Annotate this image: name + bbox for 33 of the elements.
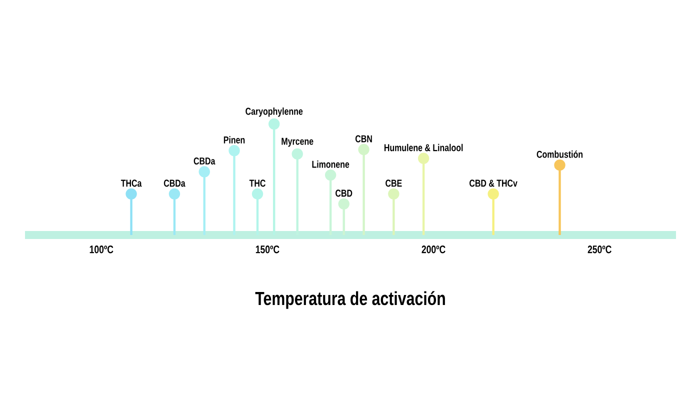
x-axis-title: Temperatura de activación bbox=[255, 291, 445, 309]
annotation: Humulene & Linalool bbox=[384, 144, 463, 152]
x-tick-label: 100ºC bbox=[90, 246, 114, 254]
annotation: Pinen bbox=[224, 136, 245, 144]
point bbox=[338, 198, 350, 210]
point bbox=[228, 145, 240, 156]
annotation: THCa bbox=[120, 180, 142, 187]
point bbox=[268, 118, 280, 130]
point bbox=[126, 188, 137, 200]
annotation: CBN bbox=[355, 135, 372, 142]
point bbox=[168, 188, 180, 200]
x-tick-label: 200ºC bbox=[422, 246, 446, 254]
x-tick-label: 150ºC bbox=[256, 246, 280, 254]
point bbox=[358, 144, 370, 156]
annotation: CBE bbox=[386, 180, 402, 187]
annotation: CBD & THCv bbox=[470, 180, 518, 187]
annotation: CBDa bbox=[164, 180, 186, 187]
annotation: Caryophylenne bbox=[246, 108, 303, 117]
point bbox=[554, 159, 566, 171]
point bbox=[198, 166, 210, 178]
annotation: Limonene bbox=[312, 160, 350, 168]
point bbox=[418, 152, 430, 164]
annotation: CBD bbox=[336, 190, 352, 197]
point bbox=[252, 188, 264, 200]
annotation: CBDa bbox=[194, 157, 216, 165]
point bbox=[324, 169, 336, 181]
annotation: THC bbox=[249, 180, 266, 187]
point bbox=[388, 188, 400, 200]
point bbox=[292, 148, 303, 160]
x-tick-label: 250ºC bbox=[588, 246, 612, 254]
point bbox=[488, 188, 499, 200]
annotation: Myrcene bbox=[282, 138, 314, 147]
annotation: Combustión bbox=[536, 150, 583, 158]
